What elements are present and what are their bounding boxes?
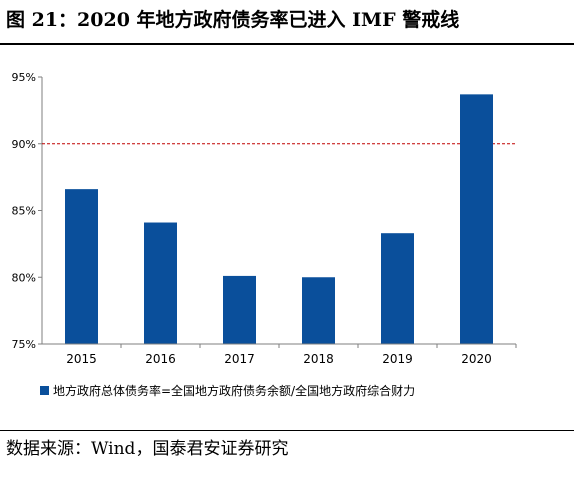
x-tick-label: 2018 [303,352,334,366]
y-tick-label: 75% [12,338,36,351]
x-tick-label: 2019 [382,352,413,366]
y-tick-label: 85% [12,205,36,218]
bar-2019 [381,233,414,344]
bar-2015 [65,189,98,344]
y-tick-label: 95% [12,71,36,84]
bar-2020 [460,94,493,344]
y-axis: 75% 80% 85% 90% 95% [12,71,43,351]
legend-label: 地方政府总体债务率=全国地方政府债务余额/全国地方政府综合财力 [53,383,415,398]
x-tick-label: 2015 [66,352,97,366]
x-tick-label: 2016 [145,352,176,366]
chart-title: 图 21：2020 年地方政府债务率已进入 IMF 警戒线 [6,9,460,31]
x-tick-label: 2017 [224,352,255,366]
source-divider [0,430,574,431]
bars-group [65,94,493,344]
title-divider [0,43,574,45]
bar-2016 [144,222,177,344]
bar-2017 [223,275,256,344]
x-axis: 2015 2016 2017 2018 2019 2020 [42,343,517,366]
bar-2018 [302,277,335,344]
bar-chart: 75% 80% 85% 90% 95% 2015 2016 2017 2018 2019 2020… [12,71,517,398]
y-tick-label: 90% [12,138,36,151]
data-source-note: 数据来源：Wind，国泰君安证券研究 [6,439,289,459]
legend: 地方政府总体债务率=全国地方政府债务余额/全国地方政府综合财力 [40,383,415,398]
x-tick-label: 2020 [461,352,492,366]
y-tick-label: 80% [12,271,36,284]
legend-swatch [40,386,49,395]
